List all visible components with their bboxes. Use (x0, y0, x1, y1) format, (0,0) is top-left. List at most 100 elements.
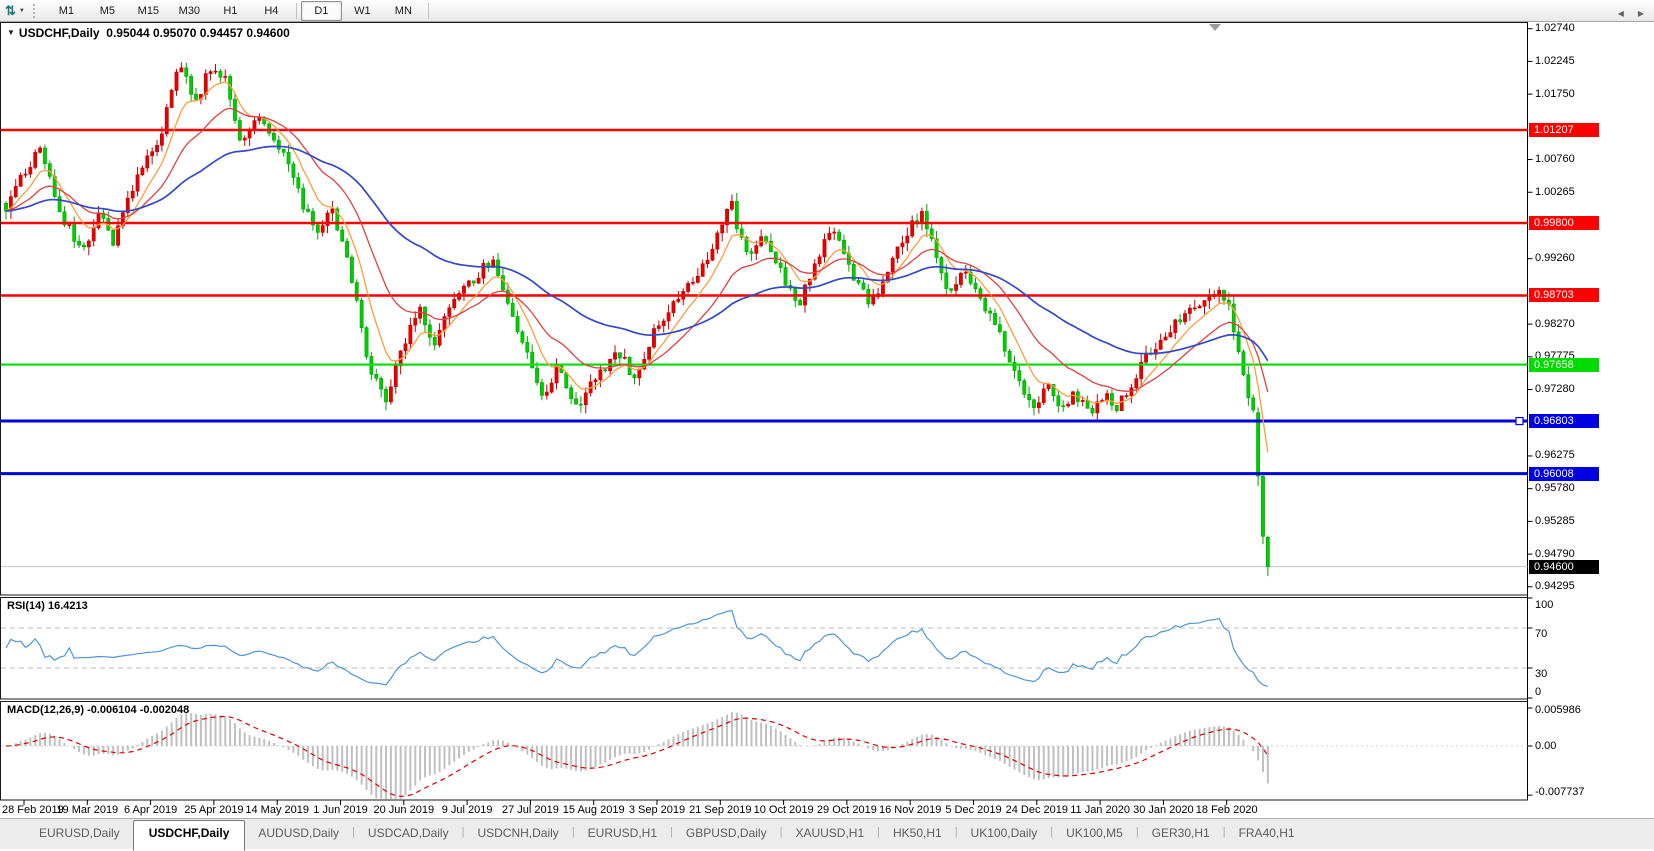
candle (1027, 386, 1032, 408)
candle-body (130, 190, 135, 199)
timeframe-button-h4[interactable]: H4 (264, 4, 279, 17)
chart-tab-usdcad-daily[interactable]: USDCAD,Daily (367, 826, 449, 840)
candle-body (769, 240, 773, 253)
candle-body (452, 299, 457, 309)
candle-body (807, 278, 812, 286)
candle-body (286, 152, 291, 165)
chart-type-icon[interactable]: ⇅ ▼ (0, 1, 31, 21)
candle (155, 139, 159, 157)
candle-body (856, 279, 861, 284)
main-chart-panel[interactable] (0, 22, 1528, 596)
candle (1095, 394, 1100, 421)
candle (306, 203, 310, 213)
tab-scroll-left-icon[interactable]: ◀ (1617, 9, 1624, 18)
chart-tab-eurusd-daily[interactable]: EURUSD,Daily (39, 826, 120, 840)
candle-body (325, 212, 330, 226)
candle-body (671, 301, 676, 313)
date-tick-label: 3 Sep 2019 (628, 804, 686, 816)
timeframe-button-w1[interactable]: W1 (354, 4, 371, 17)
candle (1202, 300, 1207, 315)
candle (388, 379, 393, 405)
date-tick-label: 11 Jan 2020 (1070, 804, 1130, 816)
symbol-dropdown-icon[interactable]: ▼ (7, 28, 15, 37)
chart-tab-ger30-h1[interactable]: GER30,H1 (1151, 826, 1210, 840)
candle-body (213, 70, 218, 73)
candle-body (1056, 395, 1061, 407)
candle-body (1256, 412, 1261, 477)
chart-tab-fra40-h1[interactable]: FRA40,H1 (1238, 826, 1295, 840)
candle (578, 396, 583, 413)
candle-body (481, 263, 486, 279)
candle (481, 259, 486, 285)
candle-body (296, 177, 301, 189)
candle (242, 135, 247, 146)
candle (1265, 535, 1270, 577)
candle-body (72, 224, 77, 242)
chart-tab-audusd-daily[interactable]: AUDUSD,Daily (258, 826, 340, 840)
candle (973, 277, 978, 293)
candle (1163, 332, 1168, 341)
chart-tab-usdcnh-daily[interactable]: USDCNH,Daily (477, 826, 559, 840)
chart-tab-uk100-daily[interactable]: UK100,Daily (970, 826, 1038, 840)
candle-body (924, 211, 929, 230)
timeframe-button-m30[interactable]: M30 (178, 4, 201, 17)
price-tick-label: 1.02245 (1535, 54, 1575, 67)
macd-panel[interactable] (0, 701, 1528, 801)
chart-tab-xauusd-h1[interactable]: XAUUSD,H1 (795, 826, 865, 840)
rsi-tick-label: 100 (1535, 598, 1554, 611)
timeframe-button-h1[interactable]: H1 (223, 4, 238, 17)
candle (983, 294, 988, 314)
chart-tab-usdchf-daily[interactable]: USDCHF,Daily (132, 820, 246, 851)
candle (1110, 389, 1114, 411)
chart-tab-uk100-m5[interactable]: UK100,M5 (1066, 826, 1123, 840)
candle (1187, 304, 1192, 321)
candle-body (564, 372, 569, 389)
candle (695, 268, 700, 284)
toolbar-grip[interactable] (32, 3, 39, 18)
candle-body (530, 351, 535, 369)
tab-separator: | (461, 826, 465, 838)
candle-body (515, 316, 520, 333)
tab-separator: | (877, 826, 880, 838)
chart-tab-hk50-h1[interactable]: HK50,H1 (892, 826, 942, 840)
candle-body (388, 386, 393, 403)
candle-body (374, 373, 379, 379)
timeframe-button-mn[interactable]: MN (394, 4, 412, 17)
timeframe-button-d1[interactable]: D1 (300, 0, 342, 21)
candle-body (413, 317, 418, 326)
chart-tab-eurusd-h1[interactable]: EURUSD,H1 (587, 826, 658, 840)
date-tick-label: 21 Sep 2019 (689, 804, 752, 816)
candle (359, 297, 364, 333)
level-drag-handle[interactable] (1515, 416, 1524, 426)
candle-body (1168, 332, 1173, 338)
ma-mid-line (5, 107, 1269, 393)
chart-shift-marker[interactable] (1209, 24, 1221, 31)
candle (330, 200, 335, 221)
candle-body (978, 288, 983, 299)
candle (1178, 314, 1183, 325)
candle (1032, 398, 1036, 416)
candle-body (773, 251, 778, 264)
candle (652, 323, 656, 350)
timeframe-button-m5[interactable]: M5 (99, 4, 115, 17)
candle-body (647, 346, 652, 360)
candle-body (47, 163, 52, 177)
candle (335, 206, 340, 232)
timeframe-button-m1[interactable]: M1 (58, 4, 74, 17)
chart-title: ▼ USDCHF,Daily 0.95044 0.95070 0.94457 0.… (7, 26, 290, 40)
timeframe-button-m15[interactable]: M15 (137, 4, 160, 17)
rsi-panel[interactable] (0, 597, 1528, 700)
candle (515, 310, 520, 335)
candle (291, 161, 296, 186)
date-tick-label: 20 Jun 2019 (373, 804, 435, 816)
chart-tab-gbpusd-daily[interactable]: GBPUSD,Daily (685, 826, 767, 840)
candle-body (1090, 408, 1095, 414)
candle (890, 256, 895, 279)
timeframe-toolbar: M1 M5 M15 M30 H1 H4 D1 W1 MN (46, 0, 433, 22)
macd-histogram (9, 712, 1269, 799)
candle-body (408, 324, 413, 345)
candle-body (486, 263, 491, 268)
tab-scroll-right-icon[interactable]: ▶ (1637, 9, 1644, 18)
candle (379, 376, 384, 398)
